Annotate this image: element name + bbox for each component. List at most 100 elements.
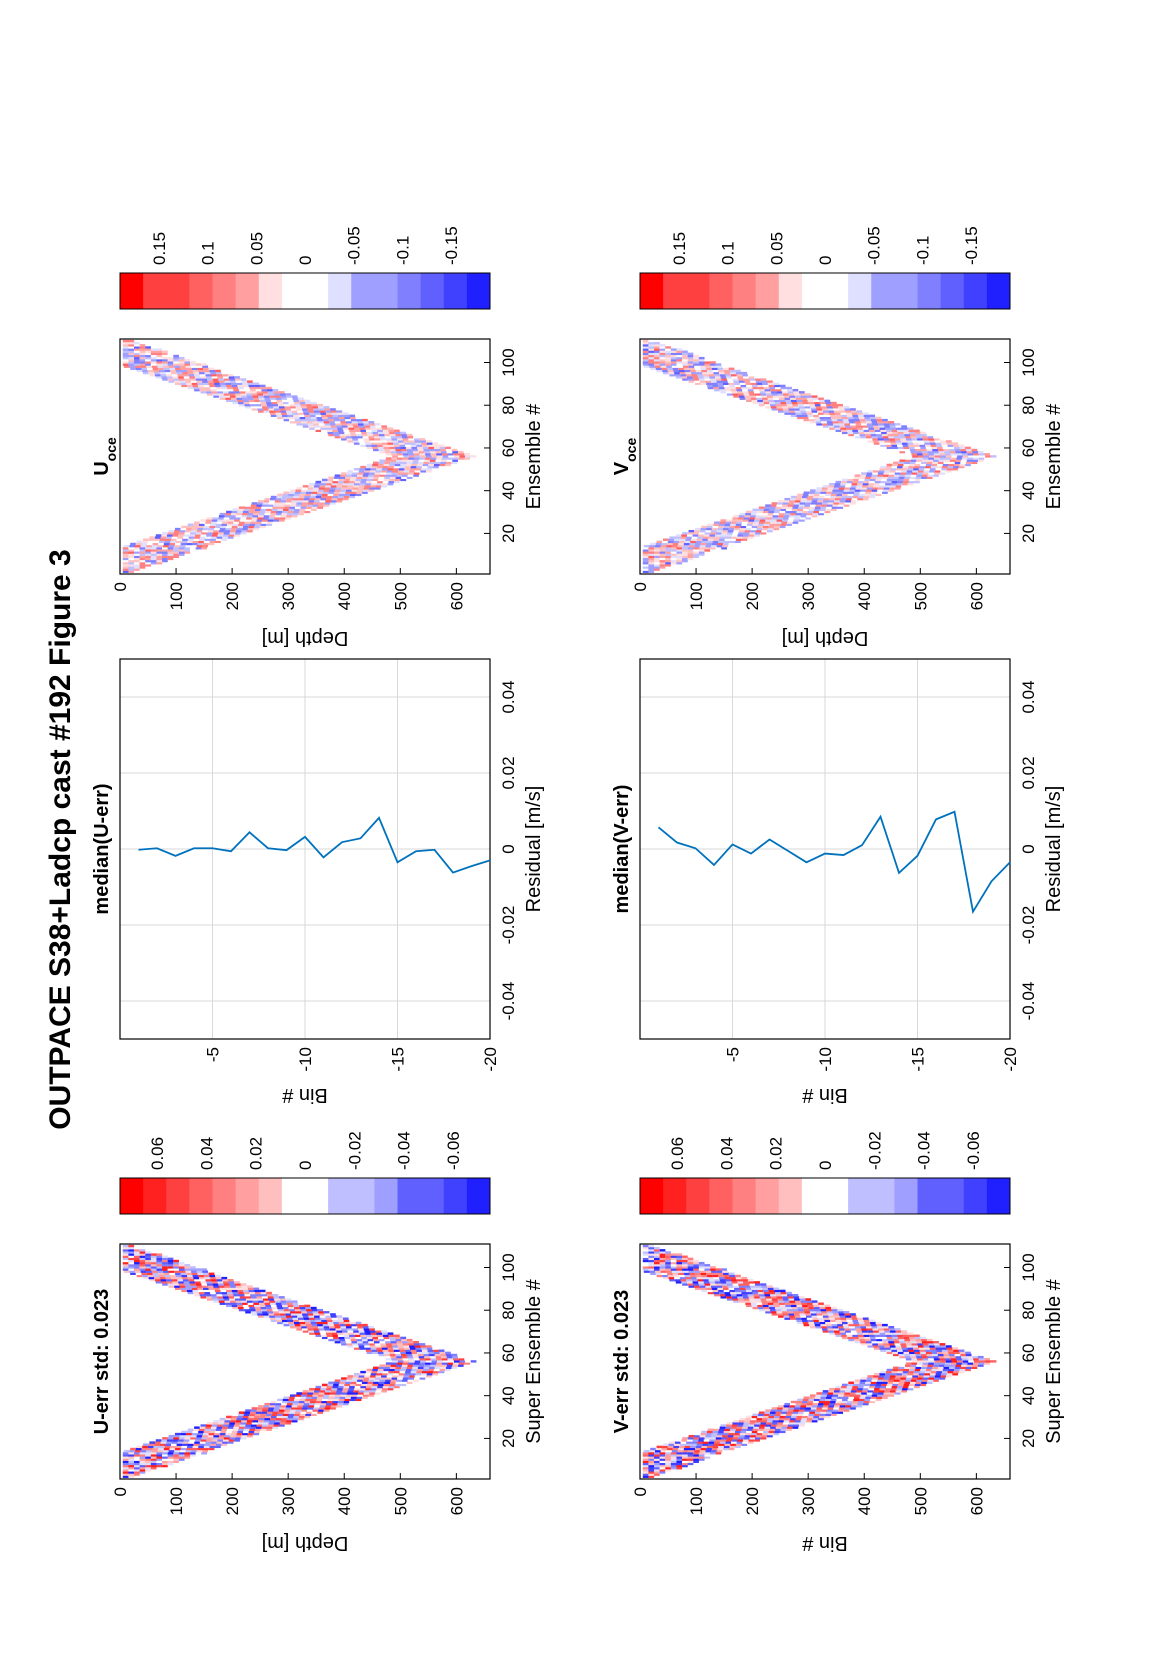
heatmap-cell (210, 523, 216, 526)
heatmap-cell (850, 1313, 856, 1316)
heatmap-cell (231, 527, 237, 531)
heatmap-cell (833, 1328, 839, 1331)
heatmap-cell (896, 1347, 903, 1350)
heatmap-cell (288, 1413, 295, 1417)
heatmap-cell (334, 1326, 341, 1329)
heatmap-cell (395, 1366, 402, 1370)
heatmap-cell (282, 1400, 288, 1404)
heatmap-cell (184, 1437, 191, 1440)
heatmap-cell (763, 1291, 770, 1295)
heatmap-cell (451, 461, 458, 465)
heatmap-cell (140, 1449, 147, 1453)
heatmap-cell (365, 427, 371, 430)
heatmap-cell (665, 557, 671, 561)
heatmap-cell (301, 487, 308, 490)
heatmap-cell (338, 1319, 344, 1323)
heatmap-cell (128, 1255, 135, 1258)
heatmap-cell (320, 1332, 327, 1335)
heatmap-cell (802, 1398, 809, 1402)
heatmap-cell (356, 418, 363, 422)
heatmap-cell (949, 1366, 955, 1370)
colorbar-swatch (281, 1178, 306, 1214)
heatmap-cell (198, 384, 204, 388)
heatmap-cell (774, 1430, 780, 1434)
heatmap-cell (145, 1251, 151, 1254)
heatmap-cell (314, 427, 321, 430)
heatmap-cell (188, 1441, 195, 1444)
heatmap-cell (268, 393, 275, 396)
heatmap-cell (703, 534, 710, 537)
heatmap-cell (389, 1368, 395, 1372)
heatmap-cell (230, 395, 236, 398)
heatmap-cell (790, 1304, 797, 1308)
heatmap-cell (384, 461, 390, 465)
heatmap-cell (287, 1319, 294, 1323)
heatmap-cell (722, 1434, 728, 1438)
colorbar-swatch (305, 1178, 329, 1214)
heatmap-cell (848, 1381, 855, 1384)
x-tick-label: -0.04 (499, 982, 518, 1021)
heatmap-cell (372, 1383, 379, 1387)
heatmap-cell (175, 542, 181, 546)
heatmap-cell (258, 500, 264, 503)
heatmap-cell (427, 1349, 434, 1352)
heatmap-cell (735, 1276, 742, 1280)
heatmap-cell (693, 551, 699, 554)
heatmap-cell (769, 1291, 776, 1295)
heatmap-cell (329, 1394, 335, 1397)
heatmap-cell (853, 1336, 859, 1340)
heatmap-cell (821, 1394, 827, 1397)
heatmap-cell (287, 414, 294, 418)
heatmap-cell (401, 1338, 407, 1342)
heatmap-cell (331, 1402, 338, 1406)
heatmap-cell (715, 1452, 722, 1455)
heatmap-cell (394, 1351, 401, 1355)
heatmap-cell (330, 1390, 337, 1393)
heatmap-cell (225, 1287, 232, 1290)
heatmap-cell (887, 1338, 894, 1342)
heatmap-cell (743, 1283, 750, 1286)
heatmap-cell (913, 1370, 920, 1374)
heatmap-cell (370, 1347, 377, 1350)
heatmap-cell (200, 1424, 207, 1427)
heatmap-cell (731, 534, 738, 537)
heatmap-cell (676, 549, 683, 552)
heatmap-cell (923, 1345, 930, 1348)
heatmap-cell (345, 1396, 351, 1399)
heatmap-cell (356, 476, 363, 479)
heatmap-cell (648, 1259, 655, 1263)
heatmap-cell (273, 1296, 280, 1299)
heatmap-cell (781, 1308, 787, 1312)
heatmap-cell (385, 453, 392, 456)
heatmap-cell (698, 534, 704, 537)
heatmap-cell (262, 1424, 268, 1427)
heatmap-cell (420, 1345, 427, 1348)
heatmap-cell (184, 378, 191, 381)
heatmap-cell (267, 406, 274, 409)
heatmap-cell (363, 487, 370, 490)
heatmap-cell (243, 508, 250, 512)
heatmap-cell (794, 1407, 800, 1410)
heatmap-cell (926, 1353, 933, 1357)
heatmap-cell (659, 1460, 666, 1464)
heatmap-cell (336, 1315, 343, 1318)
heatmap-cell (721, 532, 728, 535)
heatmap-cell (286, 395, 292, 398)
heatmap-cell (913, 1373, 919, 1376)
colorbar-swatch (328, 273, 352, 309)
heatmap-cell (911, 1377, 918, 1380)
heatmap-cell (178, 356, 185, 360)
heatmap-cell (134, 1268, 140, 1271)
heatmap-cell (777, 1422, 784, 1425)
heatmap-cell (748, 1281, 755, 1284)
heatmap-cell (135, 1449, 141, 1453)
heatmap-cell (285, 1407, 291, 1410)
heatmap-cell (453, 457, 459, 460)
heatmap-cell (164, 369, 171, 373)
heatmap-cell (794, 1298, 800, 1301)
heatmap-cell (837, 1411, 844, 1414)
heatmap-cell (812, 1417, 819, 1421)
heatmap-cell (332, 429, 339, 432)
heatmap-cell (973, 1362, 979, 1365)
heatmap-cell (327, 1336, 334, 1340)
